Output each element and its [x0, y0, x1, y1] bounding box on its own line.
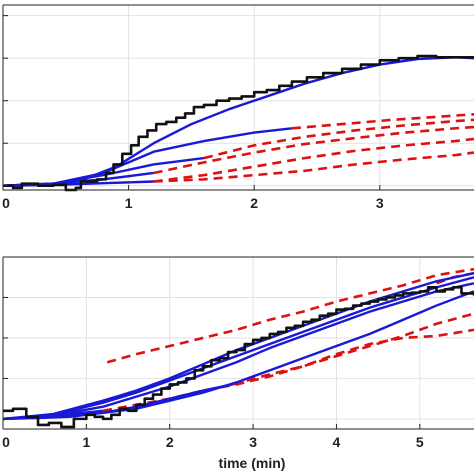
- bottom-fit-line-4: [2, 282, 474, 421]
- bottom-panel: 0 1 2 3 4 5 time (min): [2, 256, 474, 471]
- bottom-fit-line-5: [2, 276, 474, 421]
- bottom-x-ticks: 0 1 2 3 4 5: [2, 296, 424, 450]
- top-x-tick-label: 3: [376, 195, 384, 211]
- bottom-x-tick-label: 2: [166, 434, 174, 450]
- top-series: [2, 54, 474, 192]
- bottom-x-tick-label: 5: [416, 434, 424, 450]
- top-measured-line-0: [3, 54, 474, 192]
- bottom-x-tick-label: 4: [333, 434, 341, 450]
- top-panel: 0 1 2 3: [2, 4, 474, 211]
- bottom-prediction-line-8: [231, 312, 474, 386]
- top-fit-line-5: [2, 180, 154, 187]
- top-x-ticks: 0 1 2 3: [2, 15, 384, 211]
- bottom-x-tick-label: 0: [2, 434, 10, 450]
- bottom-series: [2, 267, 474, 429]
- top-x-tick-label: 0: [2, 195, 10, 211]
- bottom-x-axis-title: time (min): [219, 455, 286, 471]
- bottom-plot-frame: [3, 257, 474, 429]
- bottom-prediction-line-9: [106, 267, 474, 364]
- bottom-fit-line-3: [2, 290, 474, 421]
- bottom-measured-line-0: [3, 286, 474, 429]
- bottom-x-tick-label: 3: [249, 434, 257, 450]
- top-x-tick-label: 1: [125, 195, 133, 211]
- top-prediction-line-6: [291, 113, 474, 130]
- top-x-tick-label: 2: [250, 195, 258, 211]
- top-prediction-line-7: [203, 118, 474, 160]
- bottom-x-tick-label: 1: [82, 434, 90, 450]
